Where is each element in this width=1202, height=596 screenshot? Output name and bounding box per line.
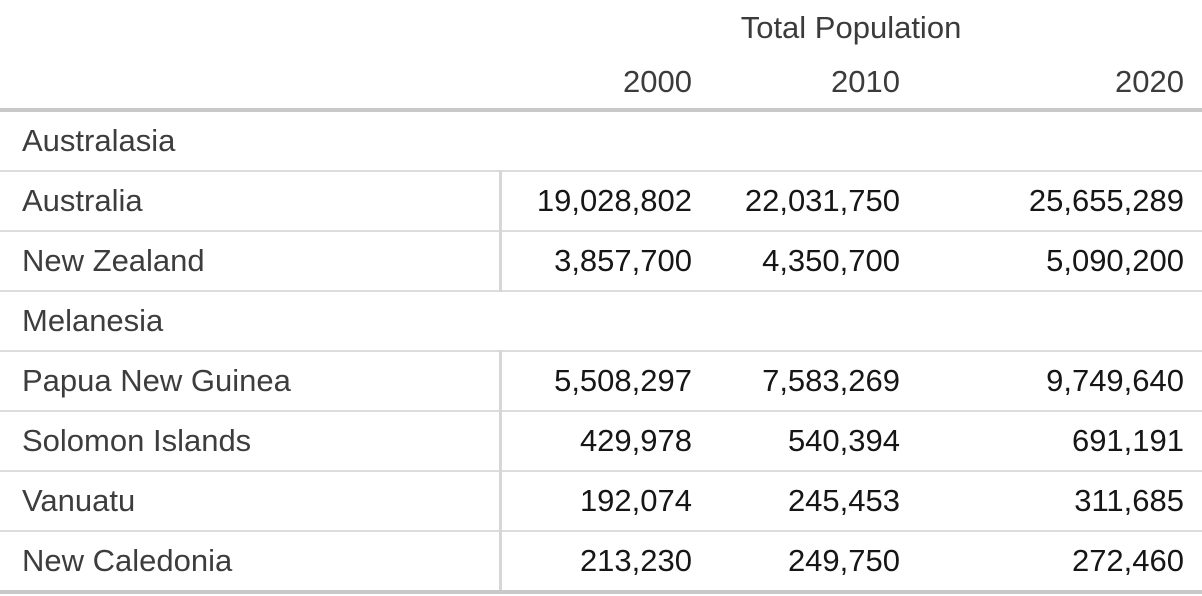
value-2000: 192,074 (500, 470, 710, 531)
value-2000: 19,028,802 (500, 170, 710, 231)
table-row-new-caledonia: New Caledonia 213,230 249,750 272,460 (0, 530, 1202, 592)
value-2000: 3,857,700 (500, 230, 710, 291)
table-row-new-zealand: New Zealand 3,857,700 4,350,700 5,090,20… (0, 230, 1202, 291)
country-label: Vanuatu (0, 470, 502, 531)
value-2010: 249,750 (710, 530, 918, 592)
table-row-vanuatu: Vanuatu 192,074 245,453 311,685 (0, 470, 1202, 531)
year-spacer-cell (0, 56, 500, 110)
title-spacer-cell (0, 0, 500, 56)
value-2010: 540,394 (710, 410, 918, 471)
column-header-2010: 2010 (831, 63, 900, 99)
table-row-australia: Australia 19,028,802 22,031,750 25,655,2… (0, 170, 1202, 231)
value-2000: 5,508,297 (500, 350, 710, 411)
country-label: New Zealand (0, 230, 502, 291)
value-2020: 25,655,289 (918, 170, 1202, 231)
value-2010: 22,031,750 (710, 170, 918, 231)
country-label: Papua New Guinea (0, 350, 502, 411)
value-2010: 245,453 (710, 470, 918, 531)
table-title-row: Total Population (0, 0, 1202, 56)
group-label: Australasia (0, 108, 1202, 171)
value-2020: 691,191 (918, 410, 1202, 471)
table-row-solomon-islands: Solomon Islands 429,978 540,394 691,191 (0, 410, 1202, 471)
table-row-papua-new-guinea: Papua New Guinea 5,508,297 7,583,269 9,7… (0, 350, 1202, 411)
year-header-row: 2000 2010 2020 (0, 56, 1202, 110)
value-2000: 213,230 (500, 530, 710, 592)
column-header-2020: 2020 (1115, 63, 1185, 99)
value-2010: 7,583,269 (710, 350, 918, 411)
value-2020: 9,749,640 (918, 350, 1202, 411)
value-2000: 429,978 (500, 410, 710, 471)
column-header-2000: 2000 (623, 63, 692, 99)
country-label: New Caledonia (0, 530, 502, 592)
country-label: Solomon Islands (0, 410, 502, 471)
value-2020: 311,685 (918, 470, 1202, 531)
value-2010: 4,350,700 (710, 230, 918, 291)
country-label: Australia (0, 170, 502, 231)
group-row-melanesia: Melanesia (0, 290, 1202, 351)
group-row-australasia: Australasia (0, 108, 1202, 171)
value-2020: 5,090,200 (918, 230, 1202, 291)
value-2020: 272,460 (918, 530, 1202, 592)
table-title: Total Population (740, 9, 962, 45)
group-label: Melanesia (0, 290, 1202, 351)
